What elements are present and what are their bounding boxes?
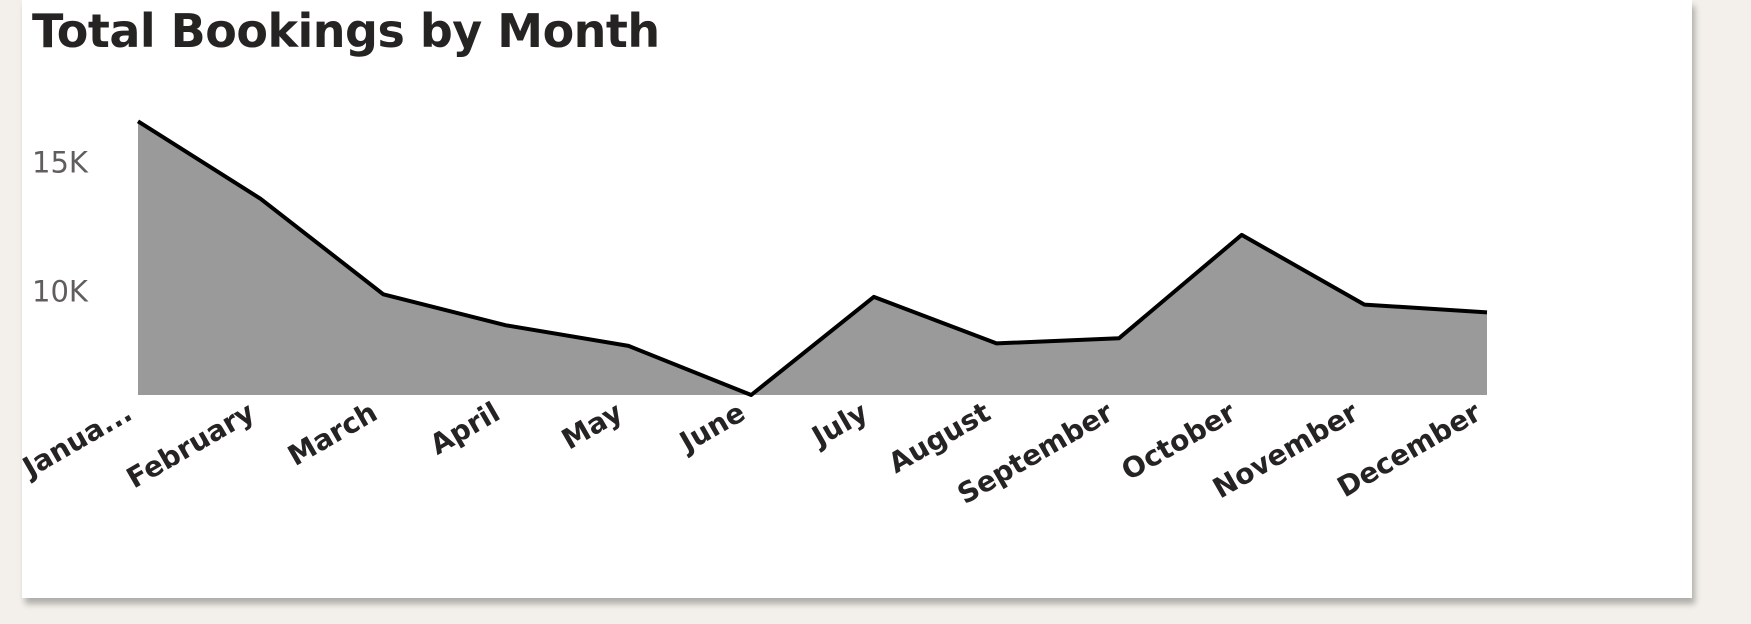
data-point-february[interactable]	[255, 193, 267, 205]
data-point-april[interactable]	[500, 319, 512, 331]
data-point-january[interactable]	[132, 115, 144, 127]
plot-area[interactable]	[132, 115, 1493, 401]
x-tick-label: Janua...	[22, 395, 138, 485]
y-axis: 10K 15K	[32, 146, 89, 309]
data-point-june[interactable]	[745, 389, 757, 401]
x-tick-label: June	[672, 395, 750, 459]
y-tick-label: 15K	[32, 146, 89, 180]
y-tick-label: 10K	[32, 275, 89, 309]
x-tick-label: July	[805, 395, 874, 454]
data-point-september[interactable]	[1113, 332, 1125, 344]
series-line	[136, 119, 1488, 397]
x-tick-label: May	[556, 395, 628, 456]
chart-card: Total Bookings by Month 10K 15K Janua... F…	[22, 0, 1692, 598]
data-point-december[interactable]	[1481, 306, 1493, 318]
chart-title: Total Bookings by Month	[32, 4, 660, 58]
data-point-august[interactable]	[990, 337, 1002, 349]
data-point-july[interactable]	[868, 291, 880, 303]
data-point-march[interactable]	[377, 288, 389, 300]
x-axis: Janua...February March April May June July Aug…	[22, 395, 1487, 510]
data-point-may[interactable]	[623, 340, 635, 352]
x-tick-label: March	[282, 395, 383, 472]
data-point-october[interactable]	[1236, 229, 1248, 241]
area-fill	[138, 121, 1487, 396]
data-point-november[interactable]	[1358, 299, 1370, 311]
x-tick-label: February	[121, 395, 260, 494]
area-chart[interactable]: 10K 15K Janua...February March April May June…	[22, 0, 1692, 598]
x-tick-label: April	[424, 395, 505, 461]
